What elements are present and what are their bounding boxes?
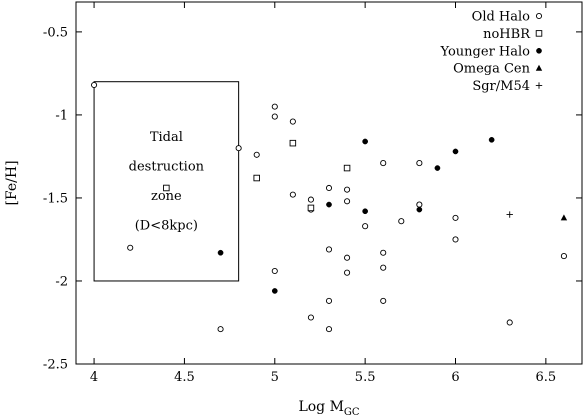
- point-old-halo: [344, 186, 351, 193]
- y-tick-label: -1: [55, 108, 68, 123]
- x-tick-label: 5: [271, 370, 279, 385]
- x-axis-title-subscript: GC: [344, 407, 360, 417]
- legend-label-omega-cen: Omega Cen: [453, 62, 531, 77]
- point-younger-halo: [488, 136, 495, 143]
- x-axis-title: Log MGC: [298, 399, 359, 417]
- point-old-halo: [452, 236, 459, 243]
- tidal-zone-label-line: (D<8kpc): [135, 219, 198, 234]
- point-old-halo: [380, 264, 387, 271]
- y-tick-label: -1.5: [43, 191, 68, 206]
- point-old-halo: [362, 223, 369, 230]
- y-tick-label: -0.5: [43, 25, 68, 40]
- point-nohbr: [289, 139, 297, 147]
- x-tick-label: 5.5: [355, 370, 376, 385]
- point-old-halo: [289, 191, 296, 198]
- x-tick-label: 6: [451, 370, 459, 385]
- legend-marker-omega-cen: [535, 64, 543, 71]
- point-old-halo: [289, 118, 296, 125]
- legend-label-nohbr: noHBR: [483, 27, 531, 42]
- y-tick-label: -2: [55, 274, 68, 289]
- legend: Old Halo noHBR Younger Halo Omega Cen Sgr/M5…: [440, 10, 543, 94]
- point-old-halo: [271, 113, 278, 120]
- point-old-halo: [380, 249, 387, 256]
- point-old-halo: [416, 201, 423, 208]
- point-old-halo: [344, 269, 351, 276]
- axes: 4 4.5 5 5.5 6 6.5 -2.5 -2 -1.5 -1 -0.5: [43, 2, 582, 385]
- point-old-halo: [217, 326, 224, 333]
- point-nohbr: [307, 204, 315, 212]
- point-old-halo: [325, 246, 333, 253]
- tidal-zone-label-line: Tidal: [150, 130, 183, 145]
- legend-marker-nohbr: [535, 30, 543, 37]
- point-younger-halo: [416, 206, 423, 213]
- legend-label-old-halo: Old Halo: [472, 10, 531, 25]
- point-sgr-m54: [506, 211, 513, 218]
- point-nohbr: [163, 184, 170, 192]
- point-old-halo: [235, 145, 242, 152]
- tidal-destruction-zone: Tidal destruction zone (D<8kpc): [93, 81, 240, 282]
- point-nohbr: [253, 174, 260, 182]
- y-axis-title: [Fe/H]: [4, 160, 20, 205]
- point-younger-halo: [434, 165, 441, 171]
- y-tick-label: -2.5: [43, 358, 68, 373]
- point-old-halo: [380, 297, 387, 304]
- tidal-zone-box: [93, 81, 240, 282]
- legend-marker-sgr-m54: [535, 82, 543, 89]
- x-tick-label: 4: [90, 370, 98, 385]
- point-old-halo: [127, 244, 134, 251]
- point-younger-halo: [217, 249, 224, 256]
- point-old-halo: [560, 253, 567, 260]
- point-old-halo: [253, 151, 260, 158]
- point-omega-cen: [560, 214, 568, 221]
- legend-label-younger-halo: Younger Halo: [440, 44, 531, 59]
- point-younger-halo: [326, 201, 332, 208]
- point-younger-halo: [362, 208, 368, 215]
- legend-marker-old-halo: [535, 12, 543, 20]
- data-points: [91, 81, 568, 333]
- x-tick-label: 6.5: [536, 370, 557, 385]
- tidal-zone-label-line: destruction: [129, 160, 205, 175]
- plot-frame: [75, 1, 583, 365]
- point-nohbr: [343, 164, 351, 172]
- point-old-halo: [307, 314, 314, 321]
- point-younger-halo: [362, 138, 368, 145]
- x-tick-label: 4.5: [174, 370, 195, 385]
- point-old-halo: [506, 319, 513, 326]
- point-old-halo: [271, 267, 278, 275]
- tidal-zone-label-line: zone: [151, 189, 182, 204]
- point-old-halo: [380, 160, 387, 167]
- point-old-halo: [344, 198, 351, 205]
- legend-label-sgr-m54: Sgr/M54: [472, 79, 530, 94]
- point-old-halo: [398, 218, 405, 225]
- point-old-halo: [325, 184, 333, 192]
- point-old-halo: [344, 254, 351, 261]
- point-old-halo: [271, 103, 278, 110]
- point-old-halo: [307, 196, 314, 203]
- point-old-halo: [452, 214, 459, 221]
- point-old-halo: [416, 160, 423, 167]
- point-younger-halo: [271, 288, 278, 294]
- point-old-halo: [325, 297, 333, 304]
- point-younger-halo: [452, 148, 459, 155]
- point-old-halo: [91, 81, 98, 89]
- legend-marker-younger-halo: [536, 47, 542, 54]
- point-old-halo: [325, 326, 333, 333]
